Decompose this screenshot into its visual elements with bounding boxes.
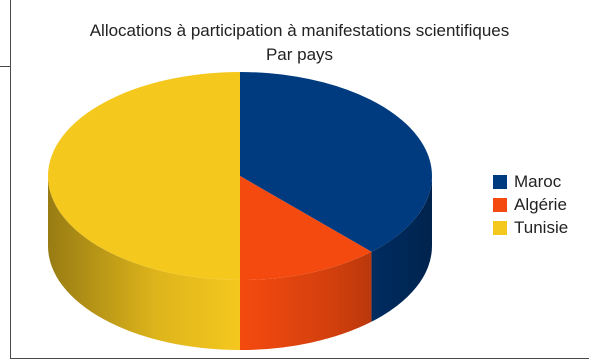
chart-subtitle: Par pays [265,45,334,64]
pie-slice-maroc [240,72,432,252]
legend-swatch-maroc [493,174,507,189]
chart-frame [10,0,589,359]
frame-divider [0,66,10,67]
chart-legend: Maroc Algérie Tunisie [493,170,568,239]
legend-label-algerie: Algérie [514,194,567,214]
legend-item-maroc: Maroc [493,170,568,193]
pie-slice-algerie [240,176,372,280]
pie-side-algerie [240,251,372,350]
pie-slice-tunisie [48,72,240,280]
pie-top-faces [48,72,432,280]
chart-title: Allocations à participation à manifestat… [89,21,510,40]
legend-label-maroc: Maroc [514,171,562,191]
pie-side-walls [48,176,432,350]
pie-side-maroc [371,176,432,322]
legend-swatch-algerie [493,197,507,212]
legend-item-tunisie: Tunisie [493,216,568,239]
legend-swatch-tunisie [493,220,507,235]
pie-side-tunisie [48,176,240,350]
legend-label-tunisie: Tunisie [514,217,569,237]
legend-item-algerie: Algérie [493,193,568,216]
